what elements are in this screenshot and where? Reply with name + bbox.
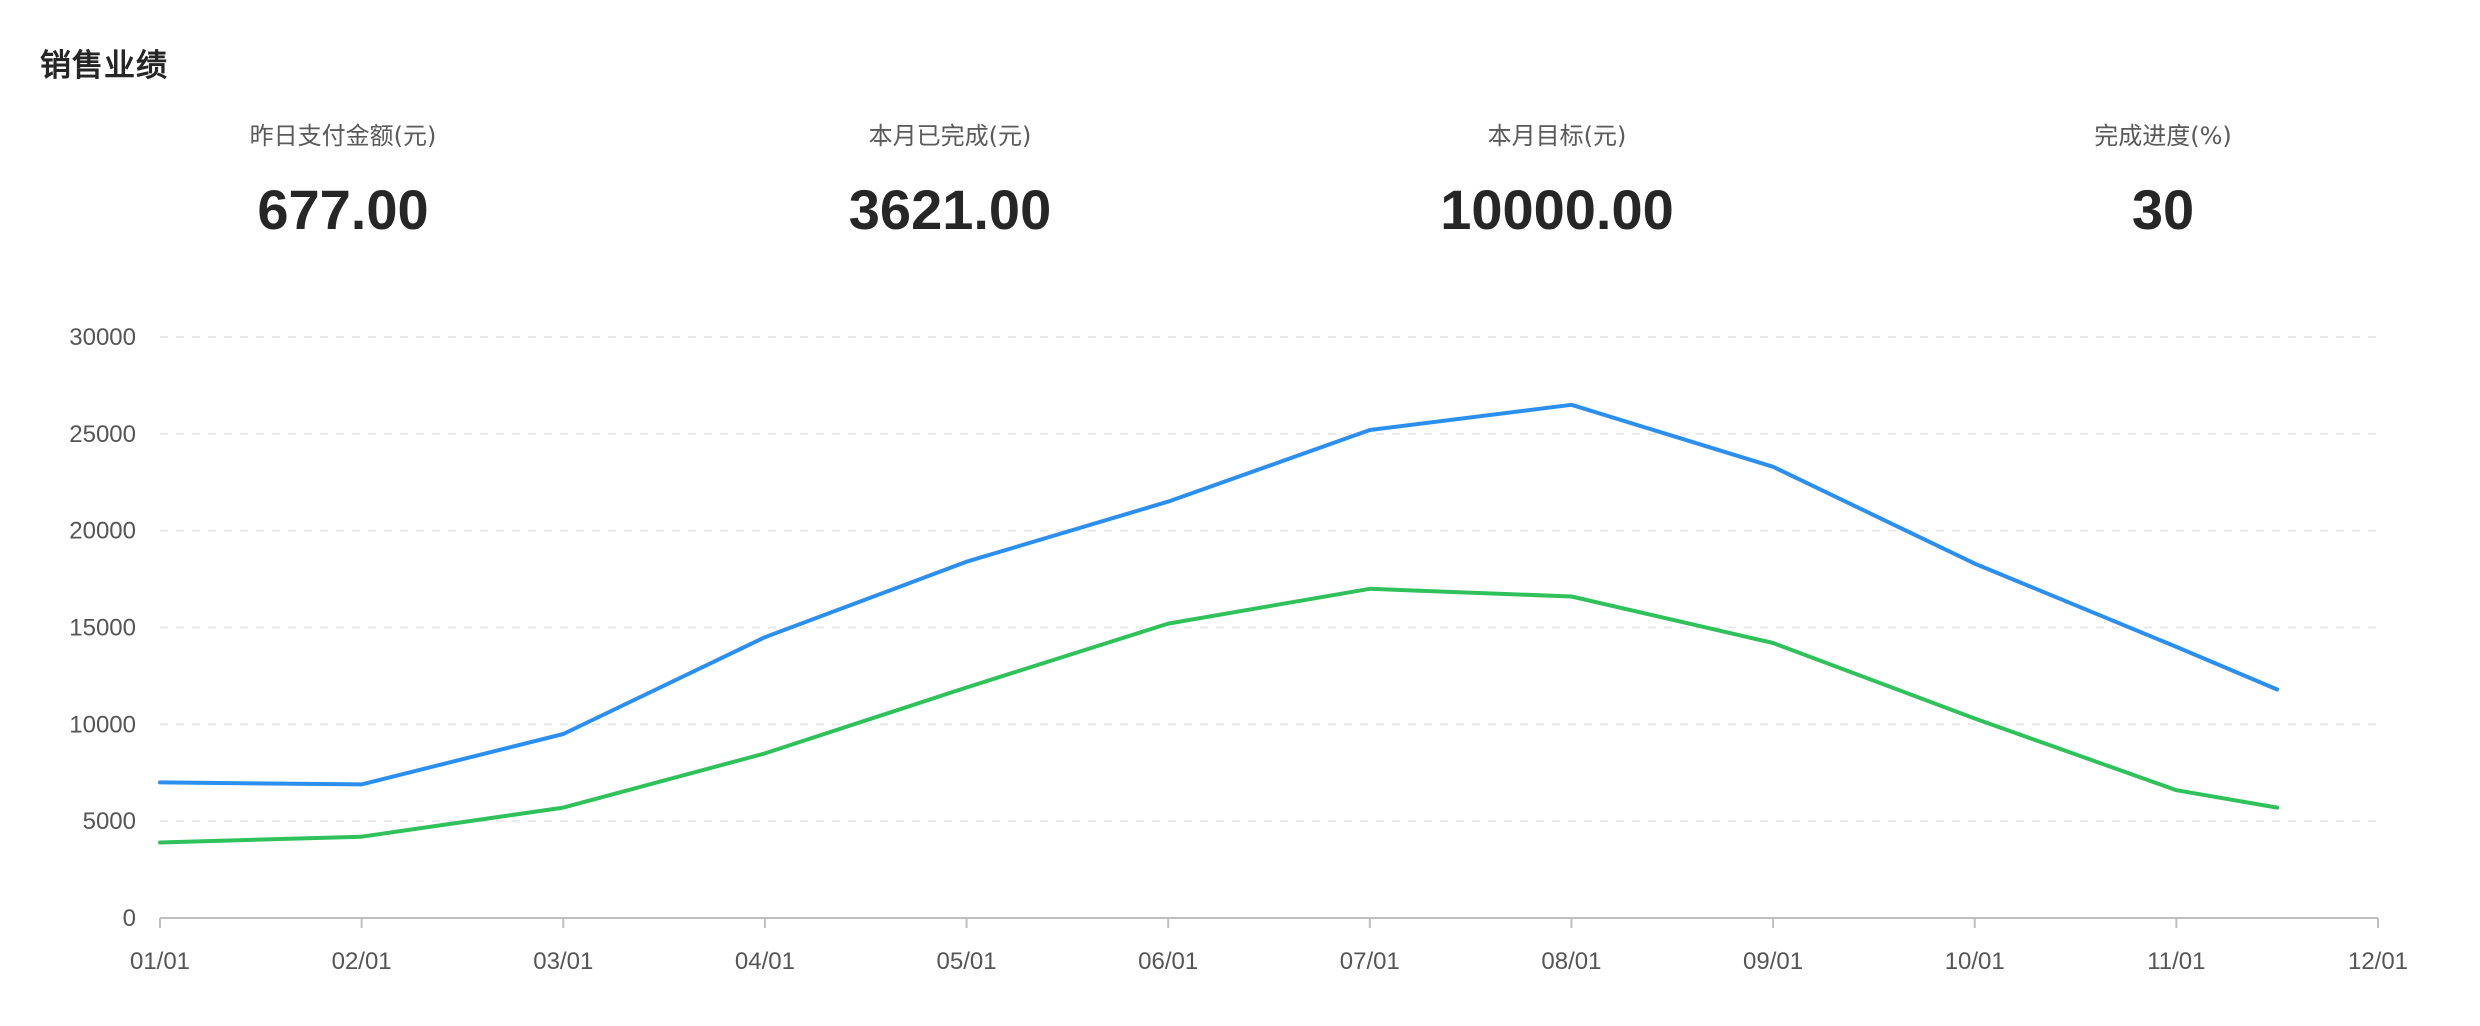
stat-label: 本月目标(元) xyxy=(1487,122,1627,150)
y-tick-label: 5000 xyxy=(83,808,136,835)
x-tick-label: 03/01 xyxy=(533,948,593,975)
series-line-1 xyxy=(158,402,2280,787)
x-tick-label: 04/01 xyxy=(735,948,795,975)
grid-lines xyxy=(160,336,2378,823)
x-tick-label: 01/01 xyxy=(130,948,190,975)
stat-month-completed: 本月已完成(元) 3621.00 xyxy=(740,118,1160,242)
stat-value: 677.00 xyxy=(257,178,429,241)
stat-value: 3621.00 xyxy=(848,178,1052,241)
y-axis-ticks: 0 5000 10000 15000 20000 25000 30000 xyxy=(69,324,136,932)
y-tick-label: 15000 xyxy=(69,615,136,642)
x-tick-label: 07/01 xyxy=(1340,948,1400,975)
y-tick-label: 25000 xyxy=(69,421,136,448)
x-tick-label: 08/01 xyxy=(1541,948,1601,975)
stat-completion-progress: 完成进度(%) 30 xyxy=(1953,118,2373,242)
series-lines xyxy=(158,402,2280,845)
stat-month-target: 本月目标(元) 10000.00 xyxy=(1347,118,1767,242)
series-line-2 xyxy=(158,586,2280,845)
x-tick-label: 06/01 xyxy=(1138,948,1198,975)
x-axis-ticks: 01/01 02/01 03/01 04/01 05/01 06/01 07/01 08/01… xyxy=(130,918,2408,975)
x-tick-label: 02/01 xyxy=(332,948,392,975)
y-tick-label: 20000 xyxy=(69,518,136,545)
panel-title: 销售业绩 xyxy=(40,48,168,84)
x-tick-label: 11/01 xyxy=(2147,948,2205,975)
stat-value: 30 xyxy=(2131,178,2195,241)
stat-yesterday-payment: 昨日支付金额(元) 677.00 xyxy=(133,118,553,242)
y-tick-label: 30000 xyxy=(69,324,136,351)
y-tick-label: 10000 xyxy=(69,711,136,738)
stat-label: 本月已完成(元) xyxy=(868,122,1032,150)
y-tick-label: 0 xyxy=(123,905,136,932)
stat-value: 10000.00 xyxy=(1440,178,1674,241)
stat-label: 昨日支付金额(元) xyxy=(249,122,437,150)
x-tick-label: 10/01 xyxy=(1945,948,2005,975)
x-tick-label: 12/01 xyxy=(2348,948,2408,975)
x-tick-label: 05/01 xyxy=(937,948,997,975)
stat-label: 完成进度(%) xyxy=(2094,122,2232,150)
x-tick-label: 09/01 xyxy=(1743,948,1803,975)
